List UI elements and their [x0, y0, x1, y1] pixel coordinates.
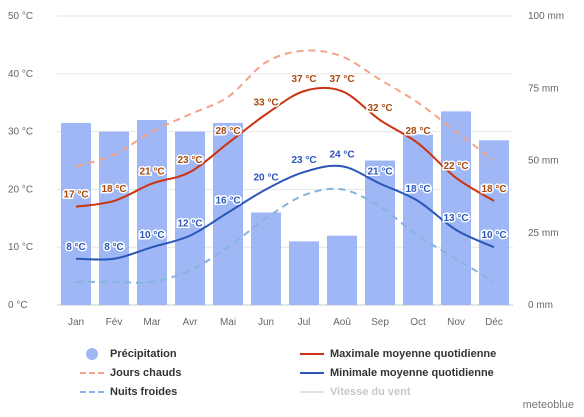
x-tick-label: Jan	[68, 317, 84, 328]
y-left-tick-label: 10 °C	[8, 242, 33, 253]
max-temp-line	[75, 86, 495, 208]
precipitation-bar	[289, 241, 319, 305]
x-tick-label: Oct	[410, 317, 426, 328]
legend-label: Précipitation	[110, 348, 177, 360]
legend-symbol	[300, 348, 324, 360]
legend-label: Nuits froides	[110, 386, 178, 398]
y-right-tick-label: 75 mm	[528, 83, 559, 94]
max-temp-label: 22 °C	[443, 161, 468, 172]
precipitation-bar	[99, 131, 129, 305]
y-left-tick-label: 20 °C	[8, 184, 33, 195]
x-tick-label: Nov	[447, 317, 465, 328]
x-tick-label: Fév	[106, 317, 123, 328]
precipitation-bar	[175, 131, 205, 305]
legend-label: Minimale moyenne quotidienne	[330, 367, 494, 379]
x-tick-label: Avr	[183, 317, 198, 328]
legend-item-wind-speed[interactable]: Vitesse du vent	[300, 384, 411, 400]
precipitation-bar	[213, 122, 243, 306]
y-left-tick-label: 40 °C	[8, 69, 33, 80]
legend-item-min-temp[interactable]: Minimale moyenne quotidienne	[300, 365, 494, 381]
min-temp-label: 23 °C	[291, 155, 316, 166]
legend-symbol	[300, 386, 324, 398]
max-temp-label: 23 °C	[177, 155, 202, 166]
precipitation-bar	[61, 122, 91, 306]
min-temp-line	[75, 164, 495, 261]
legend-item-precipitation[interactable]: Précipitation	[80, 346, 177, 362]
y-right-tick-label: 50 mm	[528, 156, 559, 167]
min-temp-label: 20 °C	[253, 172, 278, 183]
max-temp-label: 28 °C	[215, 126, 240, 137]
min-temp-label: 16 °C	[215, 196, 240, 207]
legend-label: Vitesse du vent	[330, 386, 411, 398]
min-temp-label: 13 °C	[443, 213, 468, 224]
y-left-tick-label: 30 °C	[8, 127, 33, 138]
x-tick-label: Mai	[220, 317, 236, 328]
y-left-tick-label: 0 °C	[8, 300, 28, 311]
min-temp-label: 24 °C	[329, 149, 354, 160]
cold-nights-line	[75, 187, 495, 284]
legend-item-cold-nights[interactable]: Nuits froides	[80, 384, 177, 400]
max-temp-label: 28 °C	[405, 126, 430, 137]
grid-lines	[57, 15, 513, 306]
data-labels: 17 °C 18 °C 21 °C 23 °C 28 °C 33 °C 37 °C 37 °C…	[62, 73, 508, 255]
max-temp-label: 33 °C	[253, 97, 278, 108]
legend-symbol	[80, 367, 104, 379]
min-temp-label: 10 °C	[481, 230, 506, 241]
max-temp-label: 32 °C	[367, 103, 392, 114]
y-right-tick-label: 0 mm	[528, 300, 553, 311]
x-tick-label: Sep	[371, 317, 389, 328]
max-temp-label: 18 °C	[101, 184, 126, 195]
climate-chart: 17 °C 18 °C 21 °C 23 °C 28 °C 33 °C 37 °C 37 °C…	[8, 11, 564, 328]
x-tick-label: Jun	[258, 317, 274, 328]
y-right-tick-label: 100 mm	[528, 11, 564, 22]
hot-days-line	[75, 49, 495, 168]
axis-tick-labels: 0 °C 10 °C 20 °C 30 °C 40 °C 50 °C 0 mm 25 mm 50…	[8, 11, 564, 328]
credit-text: meteoblue	[522, 399, 574, 411]
x-tick-label: Mar	[143, 317, 161, 328]
min-temp-label: 21 °C	[367, 167, 392, 178]
min-temp-label: 8 °C	[104, 242, 124, 253]
precipitation-bar	[137, 120, 167, 305]
legend-symbol	[80, 348, 104, 360]
min-temp-label: 8 °C	[66, 242, 86, 253]
precipitation-bar	[441, 111, 471, 306]
temperature-lines	[75, 49, 495, 284]
legend-symbol	[300, 367, 324, 379]
max-temp-label: 21 °C	[139, 167, 164, 178]
legend-item-max-temp[interactable]: Maximale moyenne quotidienne	[300, 346, 496, 362]
y-right-tick-label: 25 mm	[528, 228, 559, 239]
max-temp-label: 37 °C	[329, 74, 354, 85]
precipitation-bar	[327, 235, 357, 305]
legend-item-hot-days[interactable]: Jours chauds	[80, 365, 182, 381]
legend-label: Maximale moyenne quotidienne	[330, 348, 497, 360]
min-temp-label: 12 °C	[177, 219, 202, 230]
legend-label: Jours chauds	[110, 367, 182, 379]
precipitation-bars	[61, 111, 509, 306]
chart-legend: Précipitation Maximale moyenne quotidien…	[70, 346, 540, 402]
legend-symbol	[80, 386, 104, 398]
min-temp-label: 18 °C	[405, 184, 430, 195]
max-temp-label: 37 °C	[291, 74, 316, 85]
min-temp-label: 10 °C	[139, 230, 164, 241]
max-temp-label: 18 °C	[481, 184, 506, 195]
precipitation-bar	[251, 212, 281, 305]
precipitation-bar	[365, 160, 395, 305]
precipitation-bar	[479, 140, 509, 305]
precipitation-bar	[403, 134, 433, 305]
max-temp-label: 17 °C	[63, 190, 88, 201]
x-tick-label: Aoû	[333, 317, 351, 328]
y-left-tick-label: 50 °C	[8, 11, 33, 22]
x-tick-label: Déc	[485, 317, 503, 328]
x-tick-label: Jul	[298, 317, 311, 328]
